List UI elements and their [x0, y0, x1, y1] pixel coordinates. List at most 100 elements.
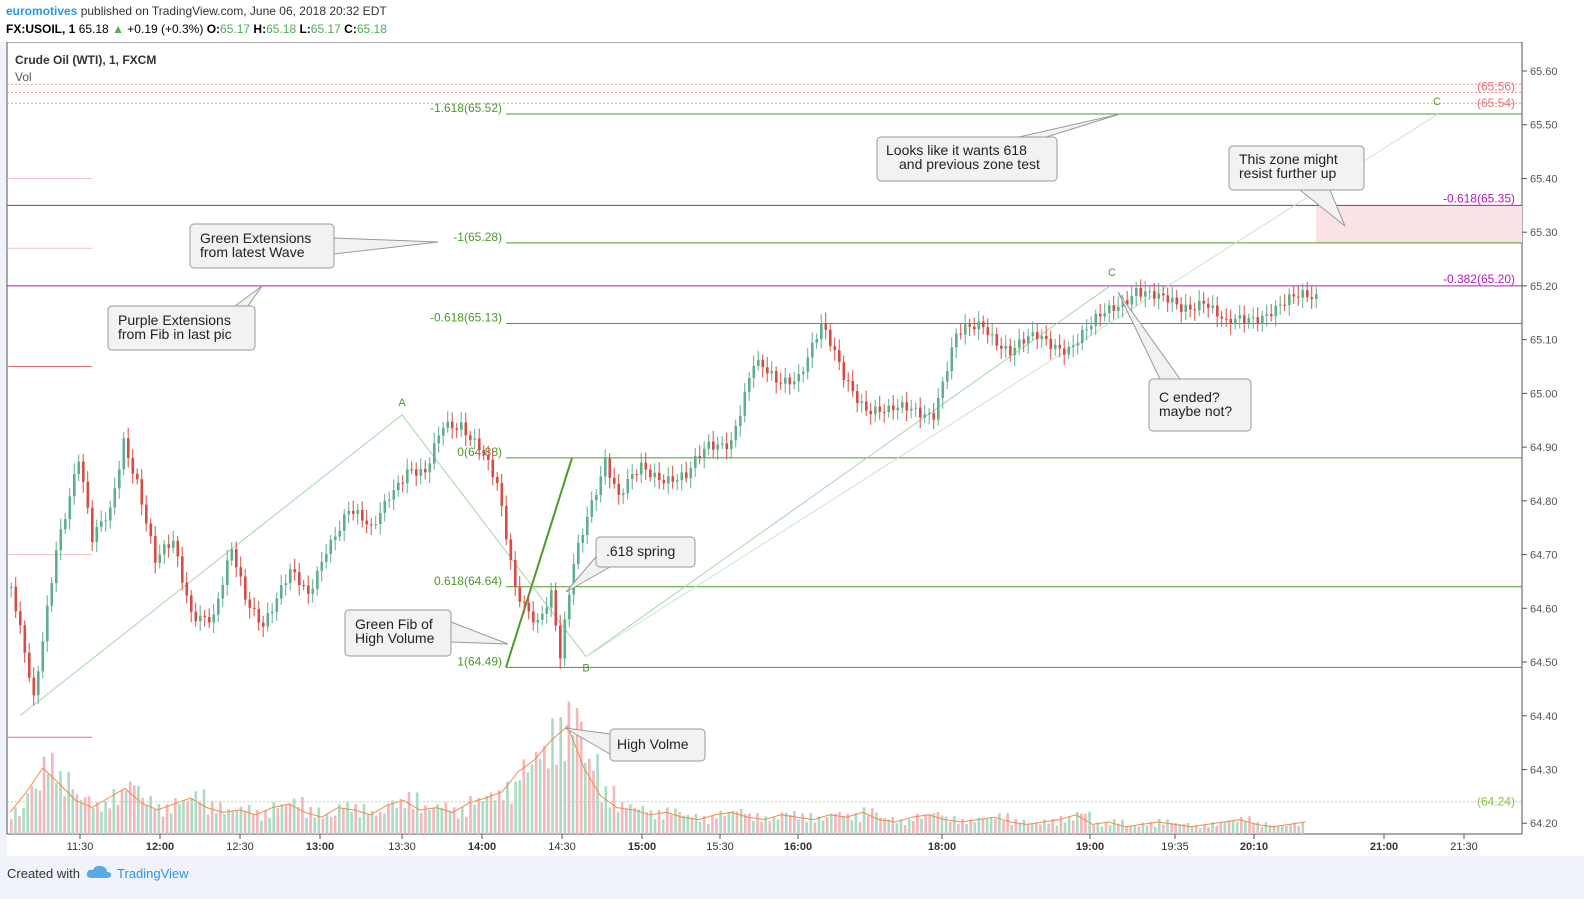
volume-bar [284, 805, 288, 834]
volume-bar [953, 816, 956, 834]
volume-bar [735, 811, 739, 834]
x-tick-label: 21:30 [1450, 841, 1478, 853]
candle-body [865, 401, 868, 411]
time-axis[interactable] [7, 834, 1584, 856]
volume-bar [219, 801, 222, 834]
volume-bar [108, 808, 111, 834]
tradingview-cloud-icon[interactable] [86, 864, 112, 880]
volume-bar [969, 819, 972, 834]
volume-bar [756, 813, 759, 834]
volume-bar [46, 773, 50, 834]
up-arrow-icon: ▲ [112, 22, 124, 36]
volume-bar [96, 802, 99, 834]
candle-body [563, 619, 567, 659]
y-tick-label: 65.00 [1530, 388, 1558, 400]
candle-body [698, 456, 702, 458]
candle-body [289, 569, 292, 584]
candle-body [50, 583, 54, 606]
candle-body [1108, 305, 1111, 314]
callout-box [1148, 378, 1252, 432]
volume-bar [133, 785, 136, 834]
candle-body [1018, 339, 1021, 348]
candle-body [469, 435, 472, 440]
candle-body [649, 469, 652, 478]
created-with-label: Created with [7, 866, 80, 881]
volume-bar [83, 797, 87, 834]
volume-bar [809, 813, 813, 834]
callout-text: Green Extensions [200, 230, 311, 246]
volume-bar [1121, 819, 1124, 834]
volume-bar [325, 814, 329, 834]
volume-bar [883, 818, 886, 834]
candle-body [302, 585, 306, 587]
volume-bar [473, 804, 476, 834]
volume-bar [420, 812, 423, 834]
author-link[interactable]: euromotives [6, 4, 78, 18]
candle-body [491, 459, 495, 477]
candle-body [550, 590, 553, 608]
candle-body [1315, 294, 1318, 299]
price-chart[interactable]: -1.618(65.52)-1(65.28)-0.618(65.13)0(64.… [0, 42, 1584, 858]
callout-text: Purple Extensions [118, 312, 231, 328]
volume-bar [251, 814, 255, 834]
tradingview-link[interactable]: TradingView [117, 866, 189, 881]
volume-bar [830, 813, 833, 834]
callout-text: and previous zone test [899, 156, 1040, 172]
volume-bar [1252, 823, 1255, 834]
volume-bar [1149, 822, 1153, 834]
volume-bar [854, 813, 858, 834]
fib-level-label: -1.618(65.52) [430, 101, 502, 115]
volume-bar [772, 816, 776, 834]
price-axis[interactable] [1522, 42, 1584, 834]
candle-body [964, 324, 967, 335]
volume-bar [354, 804, 357, 834]
candle-body [343, 514, 346, 531]
candle-body [568, 594, 571, 620]
candle-body [608, 458, 612, 478]
candle-body [1085, 329, 1089, 331]
volume-bar [456, 818, 460, 834]
candle-body [1004, 345, 1008, 349]
candle-body [451, 421, 454, 429]
volume-bar [1112, 819, 1116, 834]
candle-body [824, 323, 828, 330]
candle-body [158, 554, 162, 563]
volume-bar [948, 822, 952, 834]
volume-bar [34, 788, 38, 834]
volume-bar [424, 805, 427, 834]
volume-bar [1194, 825, 1198, 834]
candle-body [1103, 313, 1107, 317]
volume-bar [1256, 822, 1259, 834]
candle-body [464, 422, 468, 436]
wave-extension-line [585, 113, 1439, 658]
candle-body [1301, 290, 1305, 298]
volume-bar [210, 801, 214, 834]
volume-bar [415, 792, 419, 834]
volume-bar [567, 701, 571, 834]
candle-body [725, 443, 729, 450]
volume-bar [30, 786, 34, 834]
volume-bar [690, 817, 694, 834]
volume-bar [198, 802, 202, 834]
volume-bar [715, 818, 718, 834]
candle-body [217, 598, 220, 615]
candle-body [487, 455, 490, 460]
volume-bar [940, 815, 944, 834]
volume-bar [1203, 825, 1206, 834]
candle-body [946, 371, 949, 382]
candle-body [257, 608, 261, 623]
volume-bar [936, 812, 940, 834]
volume-bar [1076, 811, 1079, 834]
y-tick-label: 65.30 [1530, 227, 1558, 239]
high-value: 65.18 [266, 22, 297, 36]
candle-body [640, 462, 643, 475]
volume-bar [42, 756, 46, 834]
candle-body [433, 443, 436, 464]
volume-bar [625, 808, 628, 834]
candle-body [536, 619, 540, 623]
close-value: 65.18 [356, 22, 387, 36]
candle-body [1229, 318, 1233, 324]
volume-bar [719, 810, 722, 834]
candle-body [1211, 305, 1215, 308]
volume-bar [1158, 819, 1161, 834]
